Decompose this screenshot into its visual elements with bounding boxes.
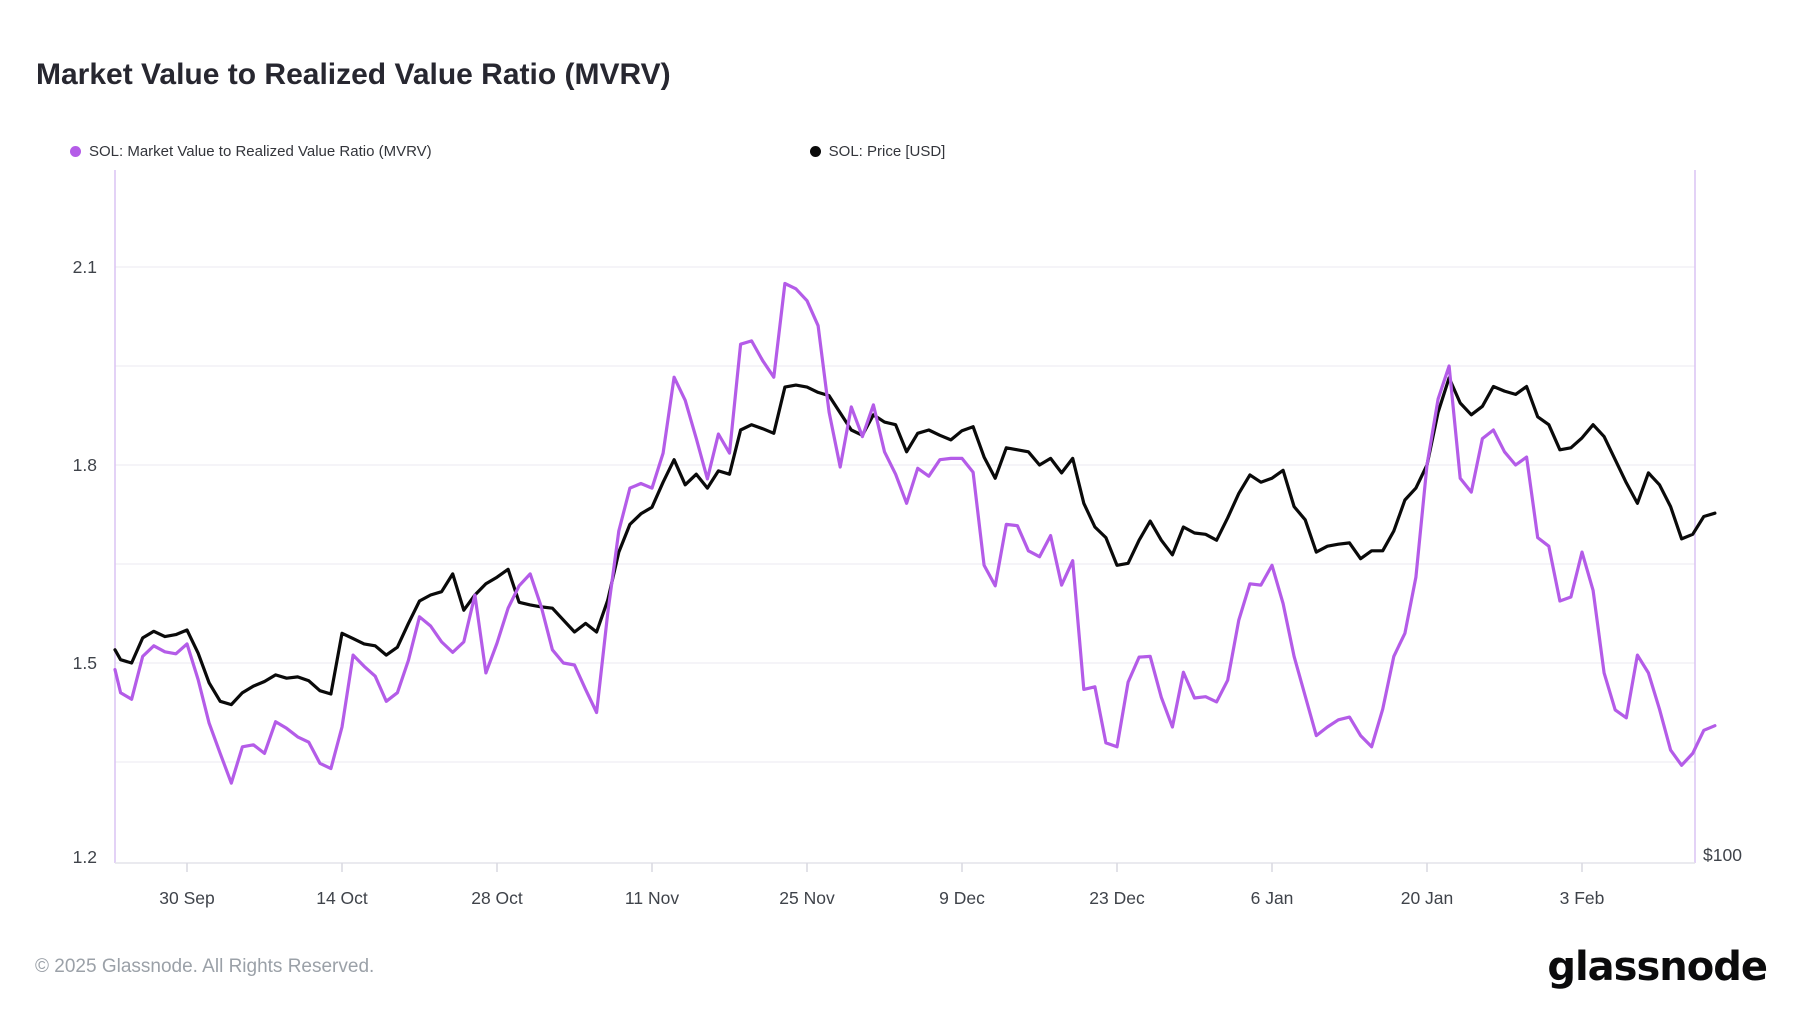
footer-copyright: © 2025 Glassnode. All Rights Reserved. (35, 956, 375, 977)
page-title: Market Value to Realized Value Ratio (MV… (36, 58, 671, 92)
glassnode-logo[interactable]: glassnode (1547, 944, 1768, 990)
legend-item-mvrv[interactable]: SOL: Market Value to Realized Value Rati… (70, 143, 432, 160)
mvrv-line (113, 281, 1717, 785)
y-axis-tick-label: 1.5 (73, 653, 97, 673)
x-axis-tick-label: 3 Feb (1560, 888, 1605, 908)
x-axis-tick-label: 25 Nov (779, 888, 835, 908)
x-axis-tick-label: 28 Oct (471, 888, 523, 908)
x-axis-tick-label: 14 Oct (316, 888, 368, 908)
x-axis-tick-label: 11 Nov (625, 888, 679, 908)
y-axis-tick-label: 1.2 (73, 847, 97, 867)
legend-item-price[interactable]: SOL: Price [USD] (809, 143, 946, 160)
right-axis-label: $100 (1703, 845, 1742, 865)
price-series-dot-icon (809, 146, 821, 157)
legend-item-mvrv-label: SOL: Market Value to Realized Value Rati… (89, 143, 432, 160)
legend-item-price-label: SOL: Price [USD] (828, 143, 946, 160)
legend: SOL: Market Value to Realized Value Rati… (70, 143, 983, 160)
price-line (113, 376, 1717, 707)
x-axis-tick-label: 30 Sep (159, 888, 214, 908)
x-axis-tick-label: 6 Jan (1251, 888, 1294, 908)
y-axis-tick-label: 1.8 (73, 455, 97, 475)
mvrv-series-dot-icon (70, 146, 81, 157)
x-axis-tick-label: 20 Jan (1401, 888, 1454, 908)
x-axis-tick-label: 9 Dec (939, 888, 985, 908)
y-axis-tick-label: 2.1 (73, 257, 97, 277)
x-axis-tick-label: 23 Dec (1089, 888, 1145, 908)
